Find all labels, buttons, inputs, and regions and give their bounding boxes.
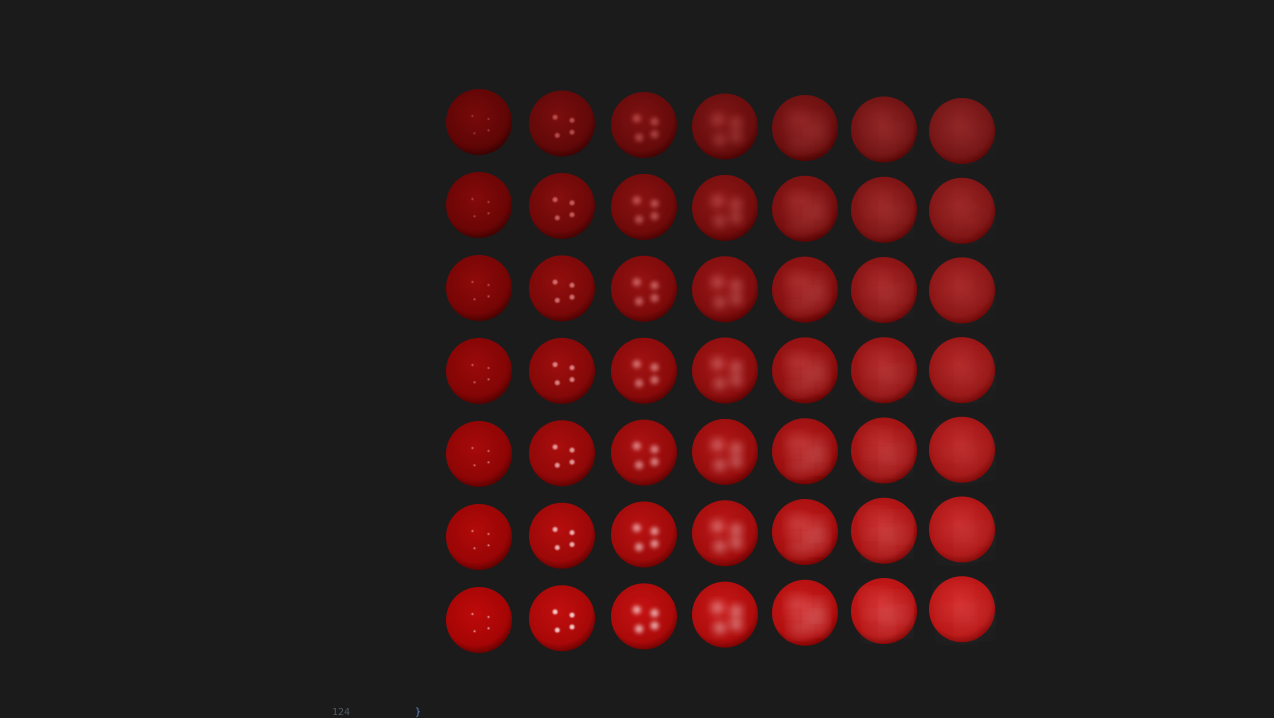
sphere: [446, 89, 512, 155]
sphere: [929, 177, 995, 244]
sphere: [929, 496, 995, 563]
sphere: [446, 255, 512, 321]
sphere: [772, 337, 838, 404]
sphere: [851, 96, 917, 163]
sphere: [851, 257, 917, 323]
sphere: [692, 581, 758, 648]
sphere: [529, 90, 595, 157]
sphere: [772, 579, 838, 646]
sphere: [611, 419, 677, 486]
sphere: [446, 338, 512, 404]
sphere: [772, 175, 838, 242]
sphere: [529, 420, 595, 487]
sphere: [851, 176, 917, 243]
sphere: [529, 337, 595, 404]
sphere: [446, 587, 512, 653]
code-text: }: [415, 707, 422, 718]
sphere: [929, 98, 995, 164]
sphere: [851, 578, 917, 644]
sphere: [529, 502, 595, 569]
sphere: [772, 499, 838, 565]
sphere: [611, 337, 677, 404]
sphere: [529, 585, 595, 652]
sphere: [929, 416, 995, 483]
sphere: [446, 504, 512, 570]
sphere: [446, 172, 512, 238]
sphere: [692, 256, 758, 323]
sphere: [611, 92, 677, 158]
sphere: [611, 583, 677, 650]
sphere: [772, 95, 838, 161]
sphere: [851, 417, 917, 484]
sphere: [446, 421, 512, 487]
sphere: [851, 337, 917, 404]
line-number: 124: [332, 707, 351, 718]
sphere: [529, 255, 595, 322]
sphere: [772, 418, 838, 485]
sphere: [611, 173, 677, 240]
sphere: [851, 497, 917, 564]
sphere: [529, 172, 595, 239]
sphere: [692, 418, 758, 485]
sphere: [692, 174, 758, 241]
sphere: [611, 255, 677, 322]
sphere: [611, 501, 677, 568]
sphere: [692, 500, 758, 567]
sphere: [929, 576, 995, 643]
sphere: [772, 256, 838, 323]
sphere: [692, 93, 758, 160]
sphere: [929, 337, 995, 404]
sphere: [692, 337, 758, 404]
sphere: [929, 257, 995, 324]
